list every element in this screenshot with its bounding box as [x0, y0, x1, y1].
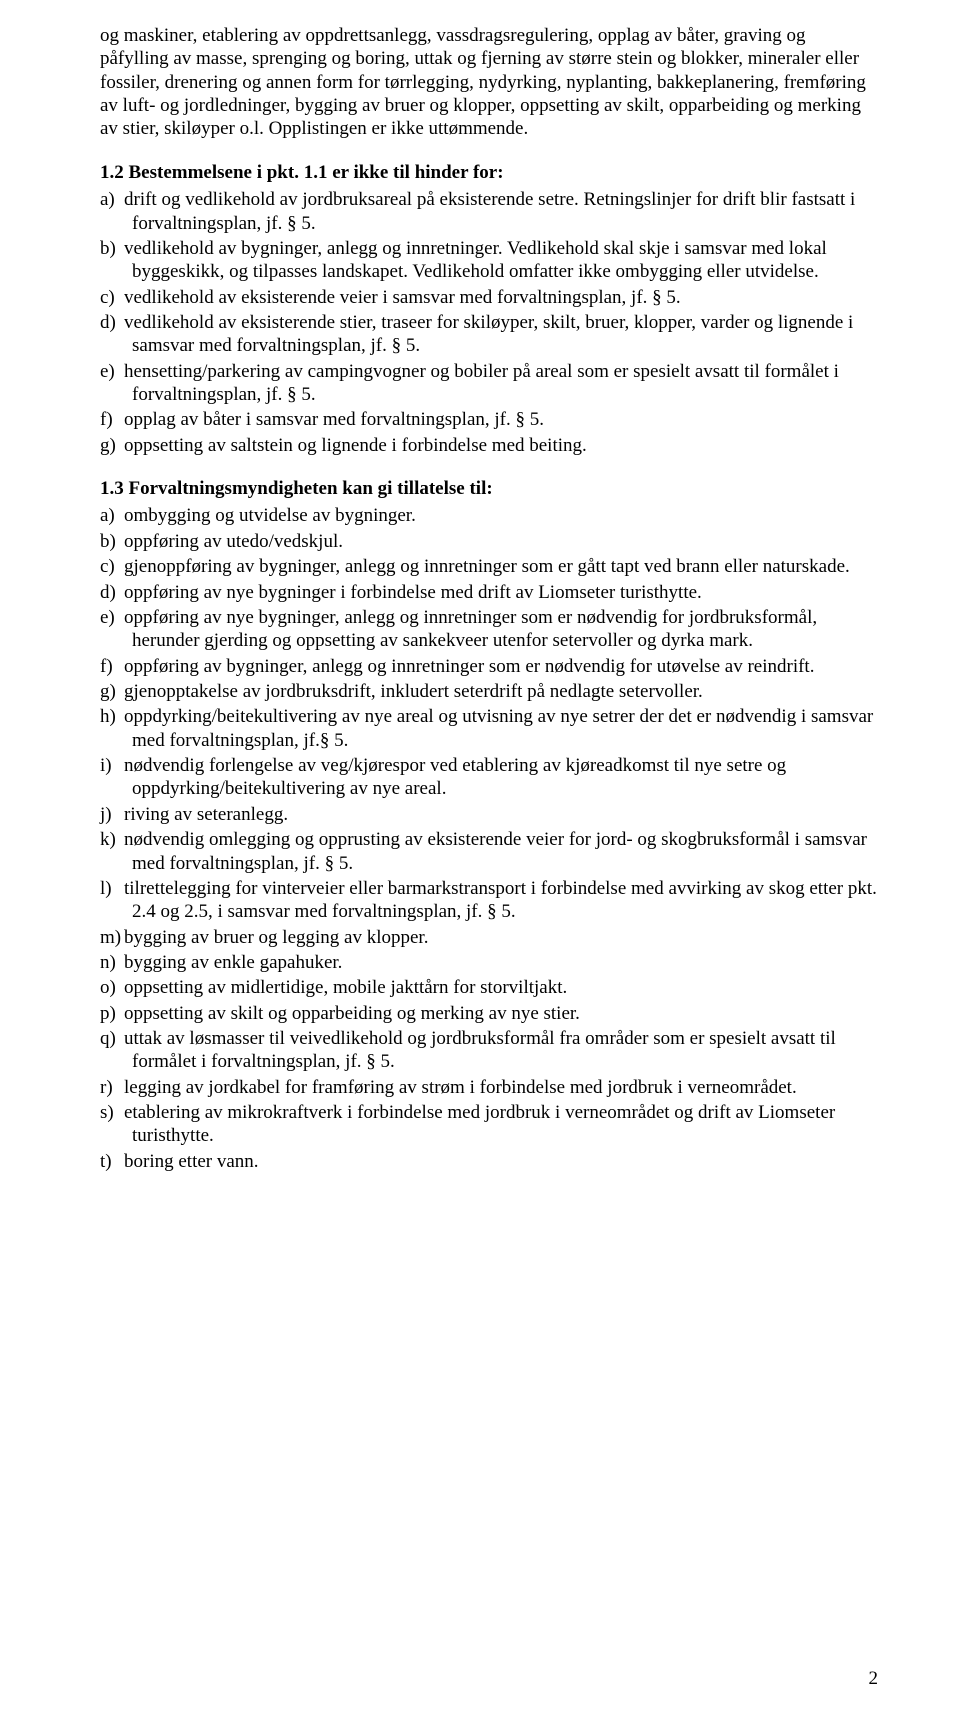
list-text: etablering av mikrokraftverk i forbindel…: [124, 1102, 835, 1146]
list-text: nødvendig omlegging og opprusting av eks…: [124, 829, 867, 873]
list-text: tilrettelegging for vinterveier eller ba…: [124, 878, 877, 922]
list-marker: t): [100, 1150, 124, 1173]
section-1-2-item: g)oppsetting av saltstein og lignende i …: [100, 434, 878, 457]
section-1-2-item: e)hensetting/parkering av campingvogner …: [100, 360, 878, 407]
section-1-2-item: d)vedlikehold av eksisterende stier, tra…: [100, 311, 878, 358]
list-marker: p): [100, 1002, 124, 1025]
section-1-3-item: a)ombygging og utvidelse av bygninger.: [100, 504, 878, 527]
section-1-3-item: h)oppdyrking/beitekultivering av nye are…: [100, 705, 878, 752]
list-text: oppføring av utedo/vedskjul.: [124, 531, 343, 552]
section-1-3-item: g)gjenopptakelse av jordbruksdrift, inkl…: [100, 680, 878, 703]
list-marker: i): [100, 754, 124, 777]
section-1-2-item: b)vedlikehold av bygninger, anlegg og in…: [100, 237, 878, 284]
document-page: og maskiner, etablering av oppdrettsanle…: [0, 0, 960, 1714]
list-text: oppsetting av saltstein og lignende i fo…: [124, 435, 587, 456]
section-1-3-item: f)oppføring av bygninger, anlegg og innr…: [100, 655, 878, 678]
list-text: oppsetting av skilt og opparbeiding og m…: [124, 1003, 580, 1024]
section-1-3-item: c)gjenoppføring av bygninger, anlegg og …: [100, 555, 878, 578]
section-1-2-item: a)drift og vedlikehold av jordbruksareal…: [100, 188, 878, 235]
section-1-3-item: p)oppsetting av skilt og opparbeiding og…: [100, 1002, 878, 1025]
list-marker: o): [100, 976, 124, 999]
section-1-3-item: t)boring etter vann.: [100, 1150, 878, 1173]
list-text: oppdyrking/beitekultivering av nye areal…: [124, 706, 873, 750]
list-text: legging av jordkabel for framføring av s…: [124, 1077, 797, 1098]
list-marker: k): [100, 828, 124, 851]
section-1-3-item: e)oppføring av nye bygninger, anlegg og …: [100, 606, 878, 653]
list-text: bygging av bruer og legging av klopper.: [124, 927, 428, 948]
list-text: uttak av løsmasser til veivedlikehold og…: [124, 1028, 836, 1072]
section-1-3-item: i)nødvendig forlengelse av veg/kjørespor…: [100, 754, 878, 801]
section-1-3-item: d)oppføring av nye bygninger i forbindel…: [100, 581, 878, 604]
section-1-3-item: q)uttak av løsmasser til veivedlikehold …: [100, 1027, 878, 1074]
list-text: oppføring av nye bygninger i forbindelse…: [124, 582, 702, 603]
list-marker: r): [100, 1076, 124, 1099]
list-marker: a): [100, 504, 124, 527]
page-number: 2: [869, 1667, 879, 1690]
section-1-2-list: a)drift og vedlikehold av jordbruksareal…: [100, 188, 878, 457]
list-text: bygging av enkle gapahuker.: [124, 952, 342, 973]
intro-paragraph: og maskiner, etablering av oppdrettsanle…: [100, 24, 878, 141]
list-marker: l): [100, 877, 124, 900]
section-1-2-heading: 1.2 Bestemmelsene i pkt. 1.1 er ikke til…: [100, 161, 878, 184]
section-1-3-item: k)nødvendig omlegging og opprusting av e…: [100, 828, 878, 875]
list-marker: f): [100, 655, 124, 678]
list-text: oppføring av bygninger, anlegg og innret…: [124, 656, 814, 677]
list-marker: b): [100, 237, 124, 260]
list-text: vedlikehold av bygninger, anlegg og innr…: [124, 238, 827, 282]
list-text: oppsetting av midlertidige, mobile jaktt…: [124, 977, 567, 998]
list-text: riving av seteranlegg.: [124, 804, 288, 825]
section-1-3-item: j)riving av seteranlegg.: [100, 803, 878, 826]
list-text: oppføring av nye bygninger, anlegg og in…: [124, 607, 817, 651]
section-1-3-item: l)tilrettelegging for vinterveier eller …: [100, 877, 878, 924]
list-text: gjenoppføring av bygninger, anlegg og in…: [124, 556, 850, 577]
list-text: ombygging og utvidelse av bygninger.: [124, 505, 416, 526]
section-1-3-item: s)etablering av mikrokraftverk i forbind…: [100, 1101, 878, 1148]
section-1-3-item: r)legging av jordkabel for framføring av…: [100, 1076, 878, 1099]
section-1-3-item: o)oppsetting av midlertidige, mobile jak…: [100, 976, 878, 999]
section-1-3-heading: 1.3 Forvaltningsmyndigheten kan gi tilla…: [100, 477, 878, 500]
section-1-3-item: b)oppføring av utedo/vedskjul.: [100, 530, 878, 553]
list-text: hensetting/parkering av campingvogner og…: [124, 361, 839, 405]
section-1-2-item: f)opplag av båter i samsvar med forvaltn…: [100, 408, 878, 431]
list-marker: j): [100, 803, 124, 826]
section-1-3-item: n)bygging av enkle gapahuker.: [100, 951, 878, 974]
list-marker: e): [100, 606, 124, 629]
list-marker: g): [100, 434, 124, 457]
section-1-2-item: c)vedlikehold av eksisterende veier i sa…: [100, 286, 878, 309]
list-marker: f): [100, 408, 124, 431]
list-marker: q): [100, 1027, 124, 1050]
list-marker: s): [100, 1101, 124, 1124]
list-marker: b): [100, 530, 124, 553]
section-1-3-item: m)bygging av bruer og legging av klopper…: [100, 926, 878, 949]
list-marker: a): [100, 188, 124, 211]
list-text: opplag av båter i samsvar med forvaltnin…: [124, 409, 544, 430]
list-marker: d): [100, 311, 124, 334]
section-1-3-list: a)ombygging og utvidelse av bygninger.b)…: [100, 504, 878, 1173]
list-marker: g): [100, 680, 124, 703]
list-text: vedlikehold av eksisterende stier, trase…: [124, 312, 853, 356]
list-marker: e): [100, 360, 124, 383]
list-text: drift og vedlikehold av jordbruksareal p…: [124, 189, 855, 233]
list-text: gjenopptakelse av jordbruksdrift, inklud…: [124, 681, 703, 702]
list-marker: d): [100, 581, 124, 604]
list-text: boring etter vann.: [124, 1151, 259, 1172]
list-marker: c): [100, 286, 124, 309]
list-text: vedlikehold av eksisterende veier i sams…: [124, 287, 681, 308]
list-marker: c): [100, 555, 124, 578]
list-marker: m): [100, 926, 124, 949]
list-marker: h): [100, 705, 124, 728]
list-marker: n): [100, 951, 124, 974]
list-text: nødvendig forlengelse av veg/kjørespor v…: [124, 755, 786, 799]
